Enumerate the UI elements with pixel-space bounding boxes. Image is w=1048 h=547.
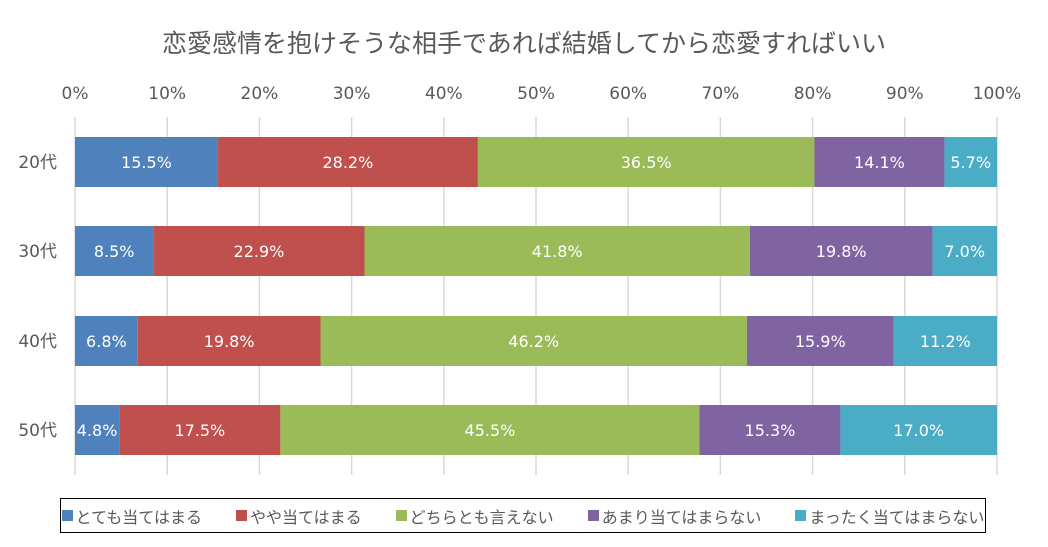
bar-segment xyxy=(932,226,997,276)
bar-segment xyxy=(699,405,841,455)
legend-swatch-icon xyxy=(61,510,73,521)
data-label: 7.0% xyxy=(944,242,985,261)
data-labels: 15.5% 28.2% 36.5% 14.1% 5.7% 8.5% 22.9% 41.8% 19… xyxy=(77,153,991,440)
bar-segment xyxy=(217,137,478,187)
data-label: 6.8% xyxy=(86,332,127,351)
legend-item: とても当てはまる xyxy=(61,504,202,528)
data-label: 17.0% xyxy=(893,421,944,440)
bar-segment xyxy=(153,226,365,276)
legend-label: どちらとも言えない xyxy=(409,507,554,527)
bar-segment xyxy=(75,137,218,187)
legend-swatch-icon xyxy=(235,510,247,521)
bar-segment xyxy=(137,316,321,366)
x-tick-label: 0% xyxy=(62,84,89,104)
bar-segment xyxy=(746,316,894,366)
legend-label: とても当てはまる xyxy=(75,507,202,527)
bar-segment xyxy=(364,226,750,276)
legend-label: あまり当てはまらない xyxy=(601,507,762,527)
bar-segment xyxy=(280,405,700,455)
legend-swatch-icon xyxy=(395,510,407,521)
x-tick-label: 100% xyxy=(973,84,1022,104)
data-label: 36.5% xyxy=(621,153,672,172)
legend-label: やや当てはまる xyxy=(249,507,362,527)
legend-swatch-icon xyxy=(587,510,599,521)
bar-segment xyxy=(75,405,120,455)
x-tick-label: 60% xyxy=(609,84,647,104)
x-tick-label: 40% xyxy=(425,84,463,104)
data-label: 5.7% xyxy=(950,153,991,172)
bar-segment xyxy=(75,226,154,276)
data-label: 19.8% xyxy=(816,242,867,261)
data-label: 28.2% xyxy=(322,153,373,172)
bar-segment xyxy=(840,405,997,455)
legend-item: まったく当てはまらない xyxy=(795,504,984,528)
x-tick-label: 10% xyxy=(148,84,186,104)
legend: とても当てはまる やや当てはまる どちらとも言えない あまり当てはまらない まったく当て… xyxy=(60,498,986,533)
data-label: 15.5% xyxy=(121,153,172,172)
data-label: 15.3% xyxy=(745,421,796,440)
bar-segment xyxy=(749,226,933,276)
category-label: 40代 xyxy=(18,332,57,352)
bar-segment xyxy=(893,316,997,366)
x-axis-ticks: 0% 10% 20% 30% 40% 50% 60% 70% 80% 90% 100% xyxy=(62,84,1022,104)
data-label: 11.2% xyxy=(920,332,971,351)
bar-segment xyxy=(320,316,747,366)
legend-label: まったく当てはまらない xyxy=(809,507,985,527)
legend-item: やや当てはまる xyxy=(235,504,362,528)
data-label: 46.2% xyxy=(508,332,559,351)
bar-segment xyxy=(75,316,138,366)
data-label: 45.5% xyxy=(465,421,516,440)
category-label: 50代 xyxy=(18,421,57,441)
data-label: 41.8% xyxy=(532,242,583,261)
data-label: 17.5% xyxy=(174,421,225,440)
x-tick-label: 90% xyxy=(886,84,924,104)
data-label: 8.5% xyxy=(94,242,135,261)
x-tick-label: 20% xyxy=(241,84,279,104)
data-label: 14.1% xyxy=(854,153,905,172)
x-tick-label: 70% xyxy=(702,84,740,104)
chart-title: 恋愛感情を抱けそうな相手であれば結婚してから恋愛すればいい xyxy=(162,29,886,58)
data-label: 22.9% xyxy=(234,242,285,261)
legend-item: どちらとも言えない xyxy=(395,504,554,528)
x-tick-label: 30% xyxy=(333,84,371,104)
bar-segment xyxy=(477,137,815,187)
data-label: 4.8% xyxy=(77,421,118,440)
bars xyxy=(75,137,997,455)
data-label: 19.8% xyxy=(204,332,255,351)
x-tick-label: 50% xyxy=(517,84,555,104)
bar-segment xyxy=(944,137,997,187)
data-label: 15.9% xyxy=(795,332,846,351)
bar-segment xyxy=(814,137,945,187)
category-label: 20代 xyxy=(18,153,57,173)
legend-item: あまり当てはまらない xyxy=(587,504,762,528)
category-label: 30代 xyxy=(18,242,57,262)
y-axis-categories: 20代 30代 40代 50代 xyxy=(18,153,57,441)
legend-swatch-icon xyxy=(795,510,807,521)
x-tick-label: 80% xyxy=(794,84,832,104)
bar-segment xyxy=(119,405,281,455)
